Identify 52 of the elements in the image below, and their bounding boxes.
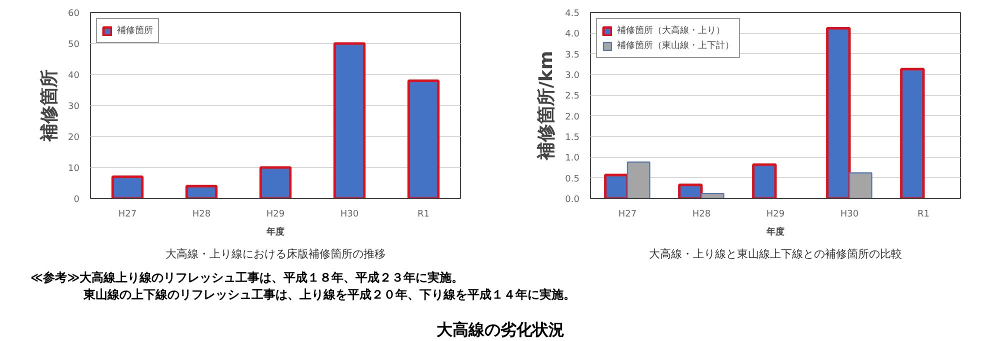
y-tick-label: 30 [68,102,80,112]
y-tick-label: 60 [68,9,80,19]
y-axis-title: 補修箇所 [39,70,60,142]
text: 大高線・上り線と東山線上下線との補修箇所の比較 [649,248,902,260]
bar [111,176,144,198]
y-tick-label: 4.5 [565,9,580,19]
x-tick-label: H28 [192,210,211,220]
y-axis-title: 補修箇所/km [536,50,558,162]
x-axis-title: 年度 [266,226,284,238]
y-tick-label: 0.5 [565,174,580,184]
y-tick-label: 20 [68,133,80,143]
y-tick-label: 3.5 [565,50,580,60]
bar [700,192,724,198]
legend-label: 補修箇所 [117,24,153,37]
x-tick-label: H30 [840,210,859,220]
y-tick-label: 1.0 [565,154,580,164]
y-tick-label: 40 [68,71,80,81]
legend-label: 補修箇所（大高線・上り） [617,24,725,37]
text: ≪参考≫大高線上り線のリフレッシュ工事は、平成１８年、平成２３年に実施。 [30,270,464,284]
y-tick-label: 50 [68,40,80,50]
x-tick-label: H28 [692,210,711,220]
bar [604,174,629,198]
text: 大高線・上り線における床版補修箇所の推移 [166,248,386,260]
x-tick-label: H27 [118,210,137,220]
text: 東山線の上下線のリフレッシュ工事は、上り線を平成２０年、下り線を平成１４年に実施。 [82,288,576,302]
legend-label: 補修箇所（東山線・上下計） [617,40,734,52]
bar [900,68,925,198]
x-tick-label: H29 [766,210,785,220]
x-tick-label: H27 [618,210,637,220]
x-tick-label: R1 [918,210,930,220]
y-tick-label: 2.0 [565,112,580,122]
y-tick-label: 2.5 [565,92,580,102]
bar [333,42,366,198]
x-tick-label: R1 [418,210,430,220]
bar [259,166,292,198]
text: 大高線の劣化状況 [436,320,564,339]
y-tick-label: 10 [68,164,80,174]
bar [826,26,851,198]
bar [678,184,703,198]
y-tick-label: 0 [74,195,80,205]
y-tick-label: 4.0 [565,30,580,40]
bar [848,172,872,198]
x-axis-title: 年度 [766,226,784,238]
bar [407,79,440,198]
bar [752,163,777,198]
bar [185,184,218,198]
y-tick-label: 0.0 [565,195,580,205]
x-tick-label: H30 [340,210,359,220]
bar [626,162,650,198]
y-tick-label: 3.0 [565,71,580,81]
x-tick-label: H29 [266,210,285,220]
y-tick-label: 1.5 [565,133,580,143]
